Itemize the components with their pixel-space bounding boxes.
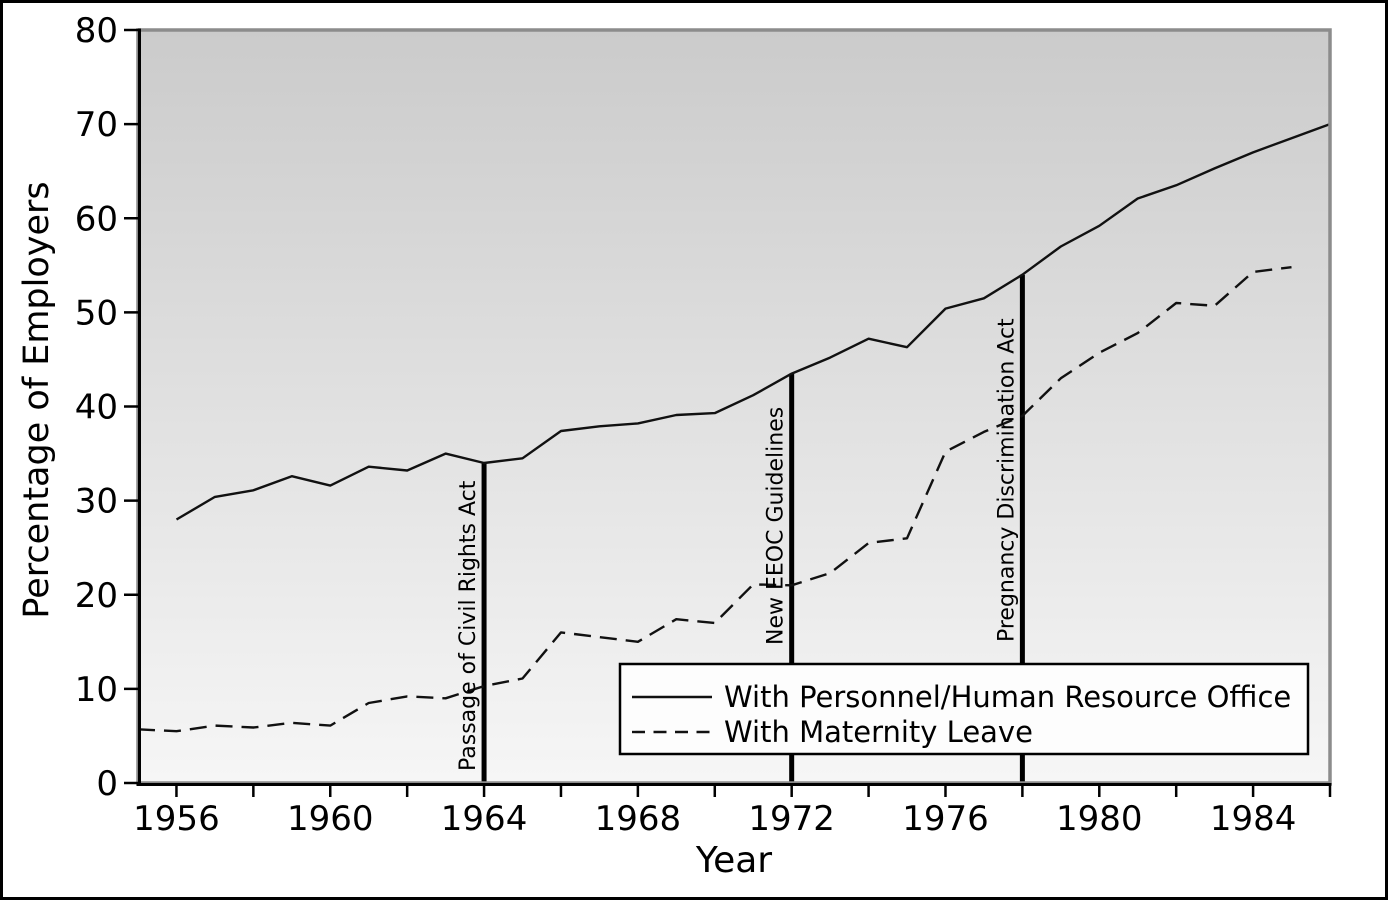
legend-label-maternity: With Maternity Leave <box>724 715 1033 749</box>
x-tick-label-1984: 1984 <box>1210 799 1297 839</box>
x-tick-label-1960: 1960 <box>287 799 374 839</box>
event-label-1972: New EEOC Guidelines <box>764 407 789 645</box>
y-axis-title: Percentage of Employers <box>17 181 57 618</box>
x-axis-title: Year <box>695 840 772 881</box>
x-tick-label-1976: 1976 <box>902 799 989 839</box>
series-layer <box>137 122 1331 733</box>
y-tick-label-80: 80 <box>75 11 118 51</box>
y-tick-label-60: 60 <box>75 199 118 239</box>
y-tick-label-20: 20 <box>75 576 118 616</box>
y-tick-label-0: 0 <box>96 764 118 804</box>
axis-ticks-layer: 0 10 20 30 40 50 60 70 80 1956 1960 1964 1968 1972 197… <box>75 11 1332 839</box>
y-tick-label-70: 70 <box>75 105 118 145</box>
plot-area <box>138 30 1330 783</box>
series-line-personnel-office <box>175 122 1331 521</box>
legend: With Personnel/Human Resource Office Wit… <box>618 662 1310 756</box>
x-tick-label-1964: 1964 <box>441 799 528 839</box>
y-tick-label-30: 30 <box>75 482 118 522</box>
legend-label-personnel: With Personnel/Human Resource Office <box>724 680 1291 714</box>
event-label-1978: Pregnancy Discrimination Act <box>994 318 1019 642</box>
event-label-1964: Passage of Civil Rights Act <box>456 480 481 771</box>
x-tick-label-1972: 1972 <box>748 799 835 839</box>
series-line-maternity-leave <box>137 266 1292 733</box>
y-tick-label-50: 50 <box>75 293 118 333</box>
y-tick-label-40: 40 <box>75 388 118 428</box>
legend-box <box>618 662 1310 756</box>
x-tick-label-1956: 1956 <box>133 799 220 839</box>
y-tick-label-10: 10 <box>75 670 118 710</box>
x-tick-label-1968: 1968 <box>595 799 682 839</box>
x-tick-label-1980: 1980 <box>1056 799 1143 839</box>
event-labels-layer: Passage of Civil Rights Act New EEOC Guid… <box>456 318 1019 771</box>
